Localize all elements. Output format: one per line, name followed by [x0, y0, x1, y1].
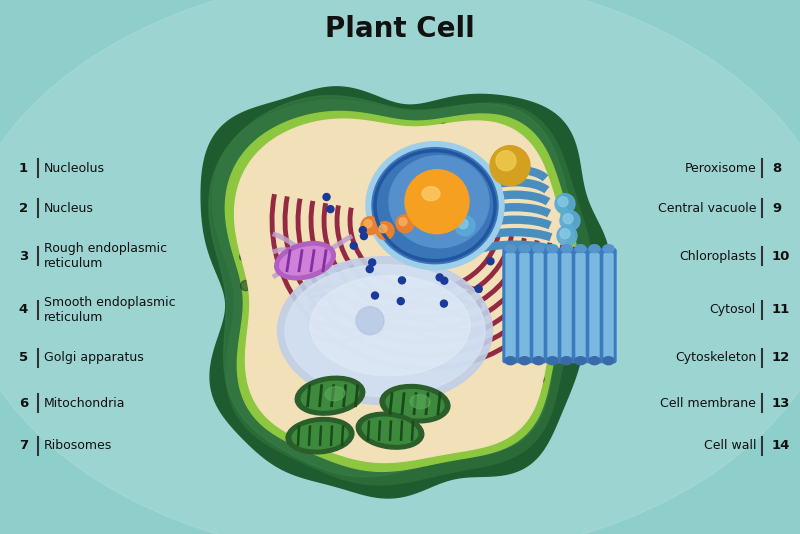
Ellipse shape	[410, 395, 430, 409]
Text: Cell membrane: Cell membrane	[660, 397, 756, 410]
Text: 11: 11	[772, 303, 790, 316]
Ellipse shape	[575, 357, 586, 365]
Circle shape	[250, 268, 258, 276]
Circle shape	[246, 203, 254, 212]
Circle shape	[273, 162, 281, 170]
Ellipse shape	[325, 387, 345, 400]
Text: Chloroplasts: Chloroplasts	[678, 250, 756, 263]
FancyBboxPatch shape	[601, 249, 616, 363]
Ellipse shape	[561, 245, 572, 253]
Ellipse shape	[310, 276, 470, 376]
FancyBboxPatch shape	[534, 254, 543, 358]
Circle shape	[550, 328, 558, 336]
Ellipse shape	[295, 376, 365, 415]
Ellipse shape	[386, 389, 444, 418]
Ellipse shape	[372, 148, 498, 264]
Ellipse shape	[422, 187, 440, 201]
Ellipse shape	[519, 357, 530, 365]
Circle shape	[563, 214, 573, 224]
Circle shape	[496, 151, 516, 171]
Text: 8: 8	[772, 162, 782, 175]
Circle shape	[376, 222, 394, 240]
Ellipse shape	[292, 422, 348, 449]
Circle shape	[337, 124, 347, 134]
Circle shape	[366, 265, 374, 272]
Ellipse shape	[589, 357, 600, 365]
Circle shape	[239, 253, 247, 261]
Circle shape	[490, 146, 530, 186]
Circle shape	[355, 440, 366, 450]
Circle shape	[250, 191, 260, 201]
Circle shape	[245, 258, 255, 269]
Circle shape	[560, 211, 580, 231]
Circle shape	[241, 280, 250, 290]
Circle shape	[356, 307, 384, 335]
FancyBboxPatch shape	[559, 249, 574, 363]
FancyBboxPatch shape	[506, 254, 515, 358]
Circle shape	[396, 443, 405, 452]
Text: 13: 13	[772, 397, 790, 410]
FancyBboxPatch shape	[590, 254, 599, 358]
Circle shape	[359, 226, 366, 234]
Text: 14: 14	[772, 439, 790, 452]
Circle shape	[361, 217, 379, 234]
Text: Mitochondria: Mitochondria	[44, 397, 126, 410]
Polygon shape	[201, 87, 610, 498]
FancyBboxPatch shape	[545, 249, 560, 363]
Circle shape	[398, 277, 406, 284]
Circle shape	[441, 277, 448, 284]
Circle shape	[538, 350, 546, 359]
Ellipse shape	[389, 156, 489, 248]
Circle shape	[338, 123, 346, 131]
Circle shape	[560, 229, 570, 239]
Ellipse shape	[285, 265, 485, 397]
Circle shape	[440, 123, 448, 132]
Text: Rough endoplasmic
reticulum: Rough endoplasmic reticulum	[44, 242, 167, 270]
FancyBboxPatch shape	[587, 249, 602, 363]
Circle shape	[350, 242, 358, 249]
Ellipse shape	[561, 357, 572, 365]
FancyBboxPatch shape	[573, 249, 588, 363]
Circle shape	[466, 122, 475, 130]
Text: Cell wall: Cell wall	[703, 439, 756, 452]
Text: Cytosol: Cytosol	[710, 303, 756, 316]
Circle shape	[360, 233, 367, 240]
Polygon shape	[234, 119, 568, 462]
Text: 6: 6	[18, 397, 28, 410]
Text: 5: 5	[19, 351, 28, 364]
Ellipse shape	[519, 245, 530, 253]
Circle shape	[475, 285, 482, 292]
Ellipse shape	[274, 241, 335, 280]
Text: 1: 1	[19, 162, 28, 175]
Text: Smooth endoplasmic
reticulum: Smooth endoplasmic reticulum	[44, 296, 176, 324]
Circle shape	[250, 282, 258, 291]
Circle shape	[396, 215, 414, 233]
FancyBboxPatch shape	[531, 249, 546, 363]
Circle shape	[371, 123, 379, 132]
Circle shape	[542, 331, 551, 340]
Circle shape	[302, 429, 311, 438]
Ellipse shape	[547, 357, 558, 365]
FancyBboxPatch shape	[576, 254, 585, 358]
Text: Central vacuole: Central vacuole	[658, 202, 756, 215]
Circle shape	[455, 216, 475, 235]
Text: 9: 9	[772, 202, 781, 215]
Ellipse shape	[280, 247, 330, 275]
Ellipse shape	[575, 245, 586, 253]
Circle shape	[405, 170, 469, 234]
Ellipse shape	[356, 412, 424, 449]
Text: 4: 4	[18, 303, 28, 316]
Ellipse shape	[603, 245, 614, 253]
FancyBboxPatch shape	[548, 254, 557, 358]
Ellipse shape	[278, 257, 493, 405]
Circle shape	[323, 193, 330, 200]
Circle shape	[399, 218, 407, 226]
Text: 10: 10	[772, 250, 790, 263]
Text: Plant Cell: Plant Cell	[325, 15, 475, 43]
Circle shape	[364, 219, 372, 227]
Circle shape	[534, 374, 543, 383]
Text: Golgi apparatus: Golgi apparatus	[44, 351, 144, 364]
Circle shape	[366, 438, 376, 449]
Circle shape	[558, 197, 568, 207]
